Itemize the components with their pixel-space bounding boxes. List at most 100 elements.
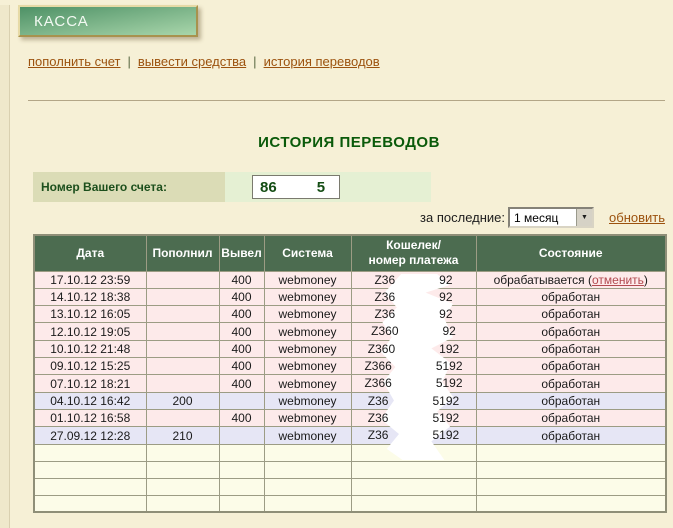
cell-status bbox=[475, 443, 667, 462]
cell-deposit bbox=[145, 339, 220, 359]
cell-wallet bbox=[350, 477, 477, 496]
wallet-suffix: 5192 bbox=[435, 359, 463, 374]
status-text: обработан bbox=[541, 411, 601, 426]
cell-status: обработан bbox=[475, 322, 667, 341]
cell-deposit bbox=[145, 357, 220, 376]
banner-title: КАССА bbox=[34, 12, 89, 30]
cell-withdraw: 400 bbox=[218, 287, 265, 307]
cell-deposit bbox=[145, 287, 220, 307]
cell-date: 09.10.12 15:25 bbox=[33, 357, 147, 376]
cell-date: 14.10.12 18:38 bbox=[33, 287, 147, 307]
cell-deposit bbox=[145, 270, 220, 289]
cell-system: webmoney bbox=[263, 322, 352, 341]
account-number-input[interactable]: 86 5 bbox=[252, 175, 340, 199]
cell-deposit bbox=[145, 409, 220, 428]
period-select[interactable]: 1 месяц ▼ bbox=[508, 207, 595, 228]
empty-table-row bbox=[33, 460, 667, 479]
censor-blob bbox=[395, 274, 439, 287]
table-row: 01.10.12 16:58 400 webmoney Z36 5192 обработа… bbox=[33, 409, 667, 428]
status-text: обрабатывается bbox=[493, 272, 585, 287]
cell-status: обработан bbox=[475, 339, 667, 359]
history-table-body: 17.10.12 23:59 400 webmoney Z36 92 обрабатыва… bbox=[33, 270, 667, 513]
table-row: 13.10.12 16:05 400 webmoney Z36 92 обработан bbox=[33, 305, 667, 324]
cell-withdraw bbox=[218, 477, 265, 496]
empty-table-row bbox=[33, 443, 667, 462]
cell-withdraw: 400 bbox=[218, 322, 265, 341]
nav-link-withdraw[interactable]: вывести средства bbox=[137, 54, 247, 69]
cell-status: обрабатывается (отменить) bbox=[475, 270, 667, 289]
cell-wallet: Z360 92 bbox=[350, 322, 477, 341]
cell-wallet bbox=[350, 460, 477, 479]
account-row: Номер Вашего счета: 86 5 bbox=[33, 172, 673, 202]
cell-date: 07.10.12 18:21 bbox=[33, 374, 147, 393]
column-header: Пополнил bbox=[145, 234, 220, 272]
cell-system bbox=[263, 460, 352, 479]
cell-date bbox=[33, 460, 147, 479]
nav-link-topup[interactable]: пополнить счет bbox=[28, 54, 121, 69]
cell-date bbox=[33, 443, 147, 462]
account-number-suffix: 5 bbox=[316, 178, 326, 196]
cell-wallet bbox=[350, 494, 477, 513]
cell-system: webmoney bbox=[263, 270, 352, 289]
status-text: обработан bbox=[541, 341, 601, 356]
status-text: обработан bbox=[541, 289, 601, 304]
cell-deposit: 200 bbox=[145, 391, 220, 411]
cell-date: 27.09.12 12:28 bbox=[33, 426, 147, 445]
cell-withdraw bbox=[218, 391, 265, 411]
cell-wallet: Z36 92 bbox=[350, 287, 477, 307]
wallet-prefix: Z366 bbox=[364, 376, 392, 391]
period-select-value: 1 месяц bbox=[514, 210, 559, 225]
wallet-prefix: Z36 bbox=[374, 307, 396, 322]
account-number-prefix: 86 bbox=[260, 178, 277, 196]
cell-deposit: 210 bbox=[145, 426, 220, 445]
cell-withdraw: 400 bbox=[218, 409, 265, 428]
nav-separator: | bbox=[127, 54, 131, 69]
nav-separator: | bbox=[253, 54, 257, 69]
table-row: 04.10.12 16:42 200 webmoney Z36 5192 обработа… bbox=[33, 391, 667, 411]
account-value-area: 86 5 bbox=[225, 172, 431, 202]
cell-withdraw: 400 bbox=[218, 305, 265, 324]
refresh-link[interactable]: обновить bbox=[609, 210, 665, 225]
wallet-prefix: Z36 bbox=[367, 393, 389, 408]
cell-status bbox=[475, 477, 667, 496]
nav-link-history[interactable]: история переводов bbox=[263, 54, 380, 69]
cell-status: обработан bbox=[475, 287, 667, 307]
page-left-margin bbox=[0, 5, 10, 528]
table-row: 27.09.12 12:28 210 webmoney Z36 5192 обработа… bbox=[33, 426, 667, 445]
cell-system bbox=[263, 477, 352, 496]
cell-deposit bbox=[145, 305, 220, 324]
nav-links: пополнить счет | вывести средства | история … bbox=[28, 54, 673, 69]
cell-system: webmoney bbox=[263, 305, 352, 324]
cell-withdraw: 400 bbox=[218, 357, 265, 376]
cell-deposit bbox=[145, 322, 220, 341]
cancel-link[interactable]: отменить bbox=[592, 272, 644, 287]
wallet-suffix: 92 bbox=[439, 272, 453, 287]
status-text: обработан bbox=[541, 324, 601, 339]
cell-deposit bbox=[145, 460, 220, 479]
header-row: Дата Пополнил Вывел Система Кошелек/ номер п… bbox=[33, 234, 667, 272]
chevron-down-icon[interactable]: ▼ bbox=[576, 209, 593, 226]
page-title: ИСТОРИЯ ПЕРЕВОДОВ bbox=[258, 134, 440, 151]
cell-date: 04.10.12 16:42 bbox=[33, 391, 147, 411]
column-header: Вывел bbox=[218, 234, 265, 272]
table-row: 12.10.12 19:05 400 webmoney Z360 92 обработан bbox=[33, 322, 667, 341]
cell-status: обработан bbox=[475, 357, 667, 376]
censor-blob bbox=[392, 360, 436, 373]
cell-wallet: Z360 192 bbox=[350, 339, 477, 359]
wallet-suffix: 92 bbox=[439, 307, 453, 322]
censor-blob bbox=[395, 308, 439, 321]
table-row: 14.10.12 18:38 400 webmoney Z36 92 обработан bbox=[33, 287, 667, 307]
censor-blob bbox=[392, 378, 436, 391]
cell-status: обработан bbox=[475, 391, 667, 411]
period-label: за последние: bbox=[420, 210, 506, 225]
cell-date: 10.10.12 21:48 bbox=[33, 339, 147, 359]
table-row: 17.10.12 23:59 400 webmoney Z36 92 обрабатыва… bbox=[33, 270, 667, 289]
history-table: Дата Пополнил Вывел Система Кошелек/ номер п… bbox=[33, 234, 667, 514]
filter-row: за последние: 1 месяц ▼ обновить bbox=[33, 207, 665, 228]
cell-status: обработан bbox=[475, 374, 667, 393]
cell-status: обработан bbox=[475, 305, 667, 324]
account-label: Номер Вашего счета: bbox=[33, 172, 225, 202]
cell-system: webmoney bbox=[263, 339, 352, 359]
wallet-prefix: Z36 bbox=[367, 411, 389, 426]
censor-blob bbox=[388, 395, 432, 408]
